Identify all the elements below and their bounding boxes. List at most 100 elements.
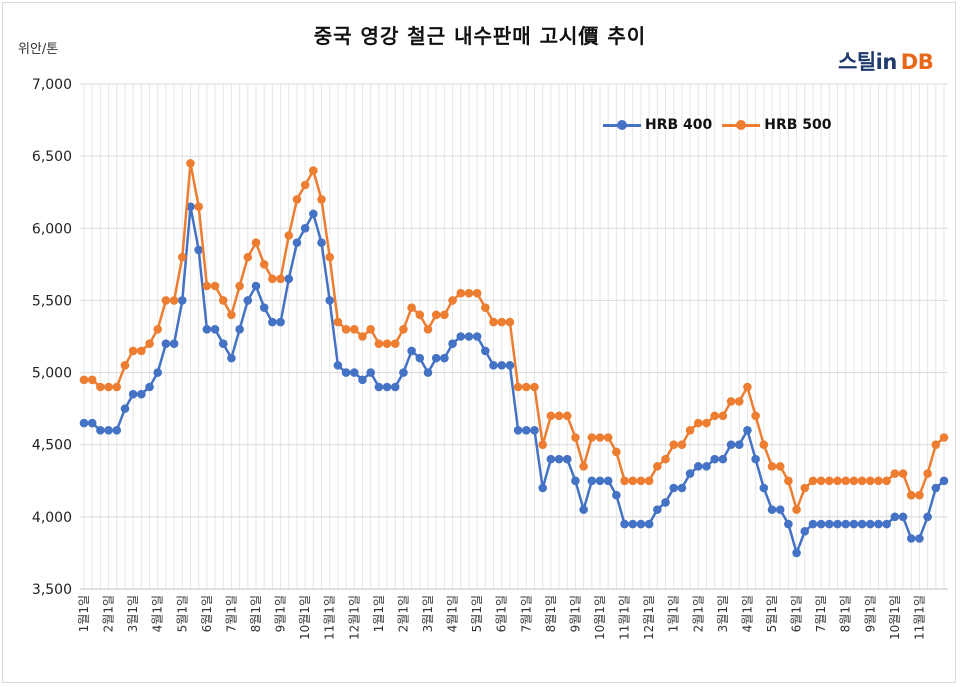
data-point-hrb400 <box>202 324 212 334</box>
data-point-hrb400 <box>825 519 834 529</box>
data-point-hrb500 <box>546 411 556 421</box>
data-point-hrb500 <box>816 476 826 486</box>
x-tick-label: 5월1일 <box>470 595 484 632</box>
data-point-hrb500 <box>399 324 408 334</box>
data-point-hrb500 <box>268 274 277 284</box>
data-point-hrb400 <box>595 476 605 486</box>
data-point-hrb500 <box>595 433 605 442</box>
x-tick-label: 11월1일 <box>618 595 632 640</box>
x-tick-label: 3월1일 <box>716 595 730 632</box>
data-point-hrb400 <box>243 296 253 305</box>
data-point-hrb500 <box>767 462 777 471</box>
data-point-hrb400 <box>440 353 449 363</box>
data-point-hrb500 <box>653 462 662 471</box>
data-point-hrb500 <box>530 382 539 392</box>
data-point-hrb400 <box>693 462 703 471</box>
data-point-hrb400 <box>382 382 392 392</box>
data-point-hrb400 <box>366 368 375 377</box>
data-point-hrb400 <box>341 368 351 377</box>
data-point-hrb500 <box>538 440 547 450</box>
data-point-hrb500 <box>718 411 728 421</box>
data-point-hrb500 <box>685 425 695 435</box>
data-point-hrb400 <box>358 375 367 385</box>
data-point-hrb500 <box>87 375 97 385</box>
data-point-hrb400 <box>612 490 621 500</box>
data-point-hrb500 <box>202 281 212 291</box>
data-point-hrb400 <box>702 462 711 471</box>
data-point-hrb400 <box>513 425 523 435</box>
series-line-hrb500 <box>84 162 945 511</box>
data-point-hrb400 <box>882 519 891 529</box>
data-point-hrb400 <box>775 505 785 514</box>
data-point-hrb400 <box>349 368 359 377</box>
data-point-hrb400 <box>489 361 498 370</box>
data-point-hrb400 <box>333 361 343 370</box>
data-point-hrb500 <box>882 476 891 486</box>
data-point-hrb500 <box>292 195 302 204</box>
x-tick-label: 12월1일 <box>347 595 361 640</box>
data-point-hrb500 <box>636 476 646 486</box>
data-point-hrb500 <box>857 476 867 486</box>
x-tick-label: 6월1일 <box>790 595 804 632</box>
data-point-hrb500 <box>349 324 359 334</box>
data-point-hrb500 <box>784 476 793 486</box>
data-point-hrb500 <box>415 310 425 320</box>
data-point-hrb400 <box>415 353 425 363</box>
data-point-hrb500 <box>841 476 851 486</box>
data-point-hrb400 <box>718 454 728 464</box>
data-point-hrb500 <box>726 397 736 406</box>
legend-swatch-hrb400 <box>603 118 641 132</box>
x-tick-label: 8월1일 <box>249 595 263 632</box>
x-tick-label: 9월1일 <box>863 595 877 632</box>
x-tick-label: 7월1일 <box>224 595 238 632</box>
data-point-hrb500 <box>333 317 343 327</box>
data-point-hrb400 <box>251 281 261 291</box>
data-point-hrb400 <box>96 425 105 435</box>
data-point-hrb500 <box>284 231 294 240</box>
legend-item-hrb400: HRB 400 <box>603 117 712 133</box>
data-point-hrb400 <box>292 238 302 248</box>
data-point-hrb500 <box>612 447 621 457</box>
data-point-hrb500 <box>628 476 638 486</box>
data-point-hrb500 <box>931 440 941 450</box>
data-point-hrb500 <box>898 469 908 478</box>
data-point-hrb500 <box>579 462 588 471</box>
data-point-hrb400 <box>538 483 547 493</box>
data-point-hrb400 <box>923 512 932 522</box>
data-point-hrb500 <box>874 476 883 486</box>
data-point-hrb400 <box>128 389 138 399</box>
data-point-hrb400 <box>456 332 466 341</box>
data-point-hrb400 <box>571 476 580 486</box>
data-point-hrb400 <box>390 382 400 392</box>
data-point-hrb500 <box>562 411 572 421</box>
data-point-hrb500 <box>603 433 613 442</box>
data-point-hrb400 <box>177 296 187 305</box>
x-tick-label: 9월1일 <box>274 595 288 632</box>
data-point-hrb400 <box>743 425 752 435</box>
data-point-hrb500 <box>259 260 269 269</box>
data-point-hrb400 <box>145 382 154 392</box>
data-point-hrb400 <box>865 519 875 529</box>
data-point-hrb400 <box>227 353 236 363</box>
series-line-hrb400 <box>84 205 945 555</box>
legend-label-hrb500: HRB 500 <box>764 117 832 133</box>
data-point-hrb500 <box>792 505 801 514</box>
data-point-hrb400 <box>374 382 384 392</box>
data-point-hrb500 <box>210 281 220 291</box>
x-tick-label: 8월1일 <box>839 595 853 632</box>
steelin-db-logo: 스틸in DB <box>838 46 934 76</box>
data-point-hrb500 <box>677 440 687 450</box>
data-point-hrb500 <box>104 382 113 392</box>
data-point-hrb500 <box>661 454 670 464</box>
data-point-hrb500 <box>120 361 130 370</box>
data-point-hrb400 <box>472 332 482 341</box>
data-point-hrb400 <box>300 223 310 233</box>
data-point-hrb500 <box>743 382 752 392</box>
data-point-hrb400 <box>194 245 203 255</box>
x-tick-label: 2월1일 <box>102 595 116 632</box>
data-point-hrb400 <box>431 353 441 363</box>
data-point-hrb500 <box>497 317 507 327</box>
legend-label-hrb400: HRB 400 <box>645 117 713 133</box>
data-point-hrb500 <box>153 324 163 334</box>
